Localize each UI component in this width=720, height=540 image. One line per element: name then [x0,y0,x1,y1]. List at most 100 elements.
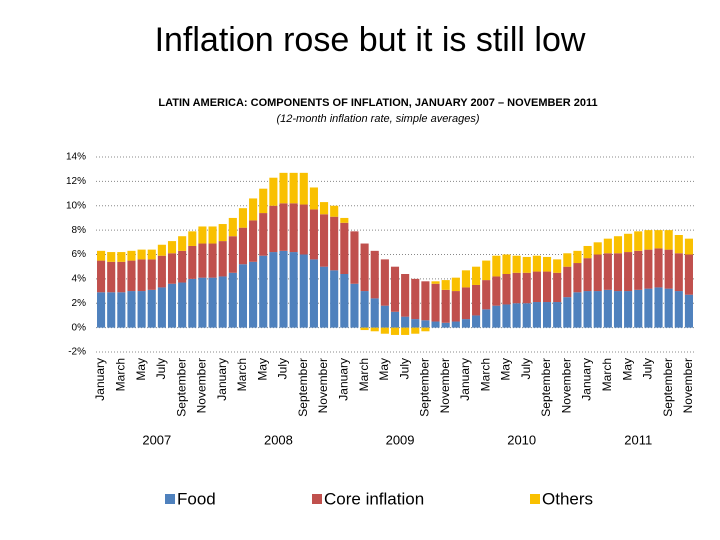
bar-segment [249,261,258,328]
x-tick-label: March [114,358,128,391]
bar-segment [279,172,288,204]
bar-segment [228,236,237,273]
bar-segment [411,327,420,334]
x-tick-label: July [397,358,411,379]
bar-segment [563,266,572,298]
bar-segment [188,231,197,246]
bar-segment [492,305,501,328]
legend-swatch [312,494,322,504]
bar-segment [137,259,146,292]
bar-segment [502,304,511,328]
bar-segment [360,327,369,331]
bar-segment [502,254,511,274]
bar-segment [563,253,572,267]
bar-segment [380,259,389,306]
bar-segment [624,291,633,328]
bar-segment [472,315,481,328]
bar-segment [573,250,582,264]
bar-segment [178,282,187,328]
bar-segment [340,274,349,328]
bar-segment [97,250,106,261]
bar-segment [472,284,481,316]
bar-segment [107,252,116,262]
bar-segment [451,277,460,292]
bar-segment [167,283,177,328]
bar-segment [137,249,146,260]
bar-segment [634,231,643,251]
bar-segment [167,253,177,284]
bar-segment [259,188,268,214]
bar-segment [441,322,450,328]
bar-segment [461,287,471,320]
bar-segment [360,291,369,328]
bar-segment [583,245,592,259]
bar-segment [461,319,471,328]
bar-segment [208,277,217,328]
x-tick-label: July [154,358,168,379]
bar-segment [603,289,612,328]
bar-segment [421,320,430,328]
bar-segment [228,217,237,237]
bar-segment [532,271,541,303]
bar-segment [583,258,592,292]
x-tick-label: November [316,358,330,413]
x-tick-label: September [296,358,310,417]
y-tick-label: 4% [72,274,87,285]
bar-segment [512,255,521,273]
year-label: 2010 [507,432,536,447]
bar-segment [522,272,531,304]
x-tick-label: May [377,358,391,381]
bar-segment [542,302,552,328]
bar-segment [664,249,673,289]
legend-swatch [530,494,540,504]
bar-segment [350,231,359,284]
bar-segment [178,236,187,251]
bar-segment [330,270,339,328]
bar-segment [259,255,268,328]
bar-segment [198,243,207,278]
x-tick-label: May [499,358,513,381]
bar-segment [107,261,116,293]
bar-segment [542,271,552,303]
bar-segment [451,291,460,322]
bar-segment [178,250,187,283]
bar-segment [401,274,410,317]
x-tick-label: January [580,358,594,401]
chart-subtitle: LATIN AMERICA: COMPONENTS OF INFLATION, … [158,97,597,109]
bar-segment [482,280,491,310]
bar-segment [583,291,592,328]
bar-segment [674,235,683,254]
bar-segment [299,172,308,205]
bar-segment [360,243,369,292]
bar-segment [401,316,410,328]
bar-segment [512,272,521,304]
year-label: 2011 [624,432,652,447]
bar-segment [117,292,126,328]
bar-segment [492,255,501,277]
bar-segment [613,291,623,328]
x-tick-label: November [559,358,573,413]
bar-segment [421,281,430,321]
bar-segment [431,283,440,322]
bar-segment [167,241,177,254]
bar-segment [188,278,197,328]
x-tick-label: January [215,358,229,401]
x-tick-label: November [438,358,452,413]
bar-segment [259,213,268,256]
year-label: 2009 [386,432,415,447]
chart-title: Inflation rose but it is still low [155,21,586,59]
legend-label: Food [177,489,216,508]
bar-segment [563,297,572,328]
bar-segment [309,187,318,210]
bar-segment [573,263,582,293]
bar-segment [664,288,673,328]
bar-segment [613,253,623,292]
x-tick-label: September [661,358,675,417]
bar-segment [188,245,197,279]
x-tick-label: March [357,358,371,391]
bar-segment [238,264,248,328]
bar-segment [431,321,440,328]
x-tick-label: July [276,358,290,379]
bar-segment [269,177,278,206]
bar-segment [269,252,278,328]
